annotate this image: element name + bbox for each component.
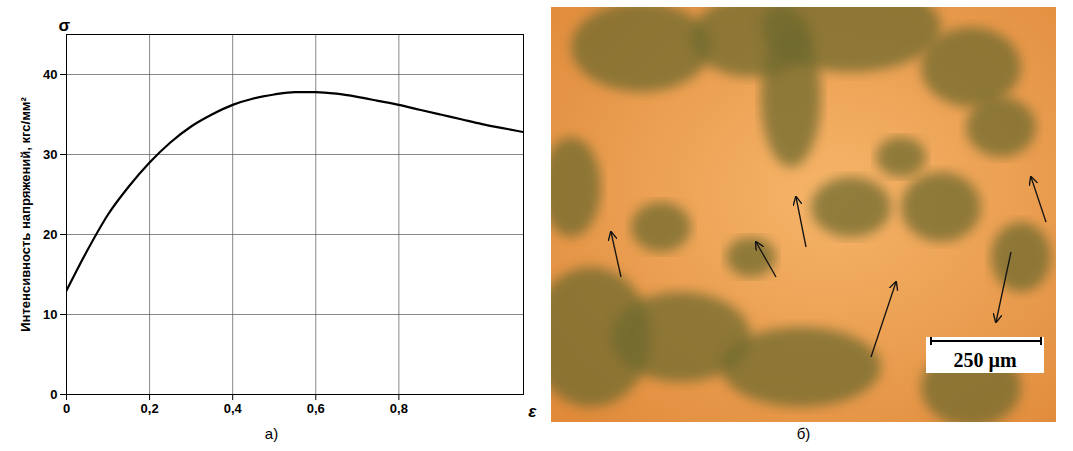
svg-text:σ: σ [59,16,71,35]
html-text:а): а) [264,425,279,442]
svg-text:0,6: 0,6 [307,401,325,416]
svg-text:40: 40 [43,67,57,82]
svg-text:0,8: 0,8 [390,401,408,416]
svg-text:0: 0 [63,401,70,416]
svg-text:0,2: 0,2 [141,401,159,416]
svg-text:0,4: 0,4 [224,401,243,416]
svg-text:0: 0 [50,387,57,402]
svg-text:ε: ε [528,402,537,421]
svg-text:250 µm: 250 µm [953,349,1017,372]
svg-text:30: 30 [43,147,57,162]
svg-text:10: 10 [43,307,57,322]
html-text:б): б) [796,425,811,442]
svg-text:Интенсивность напряжений, кгс/: Интенсивность напряжений, кгс/мм² [18,97,33,332]
svg-text:20: 20 [43,227,57,242]
